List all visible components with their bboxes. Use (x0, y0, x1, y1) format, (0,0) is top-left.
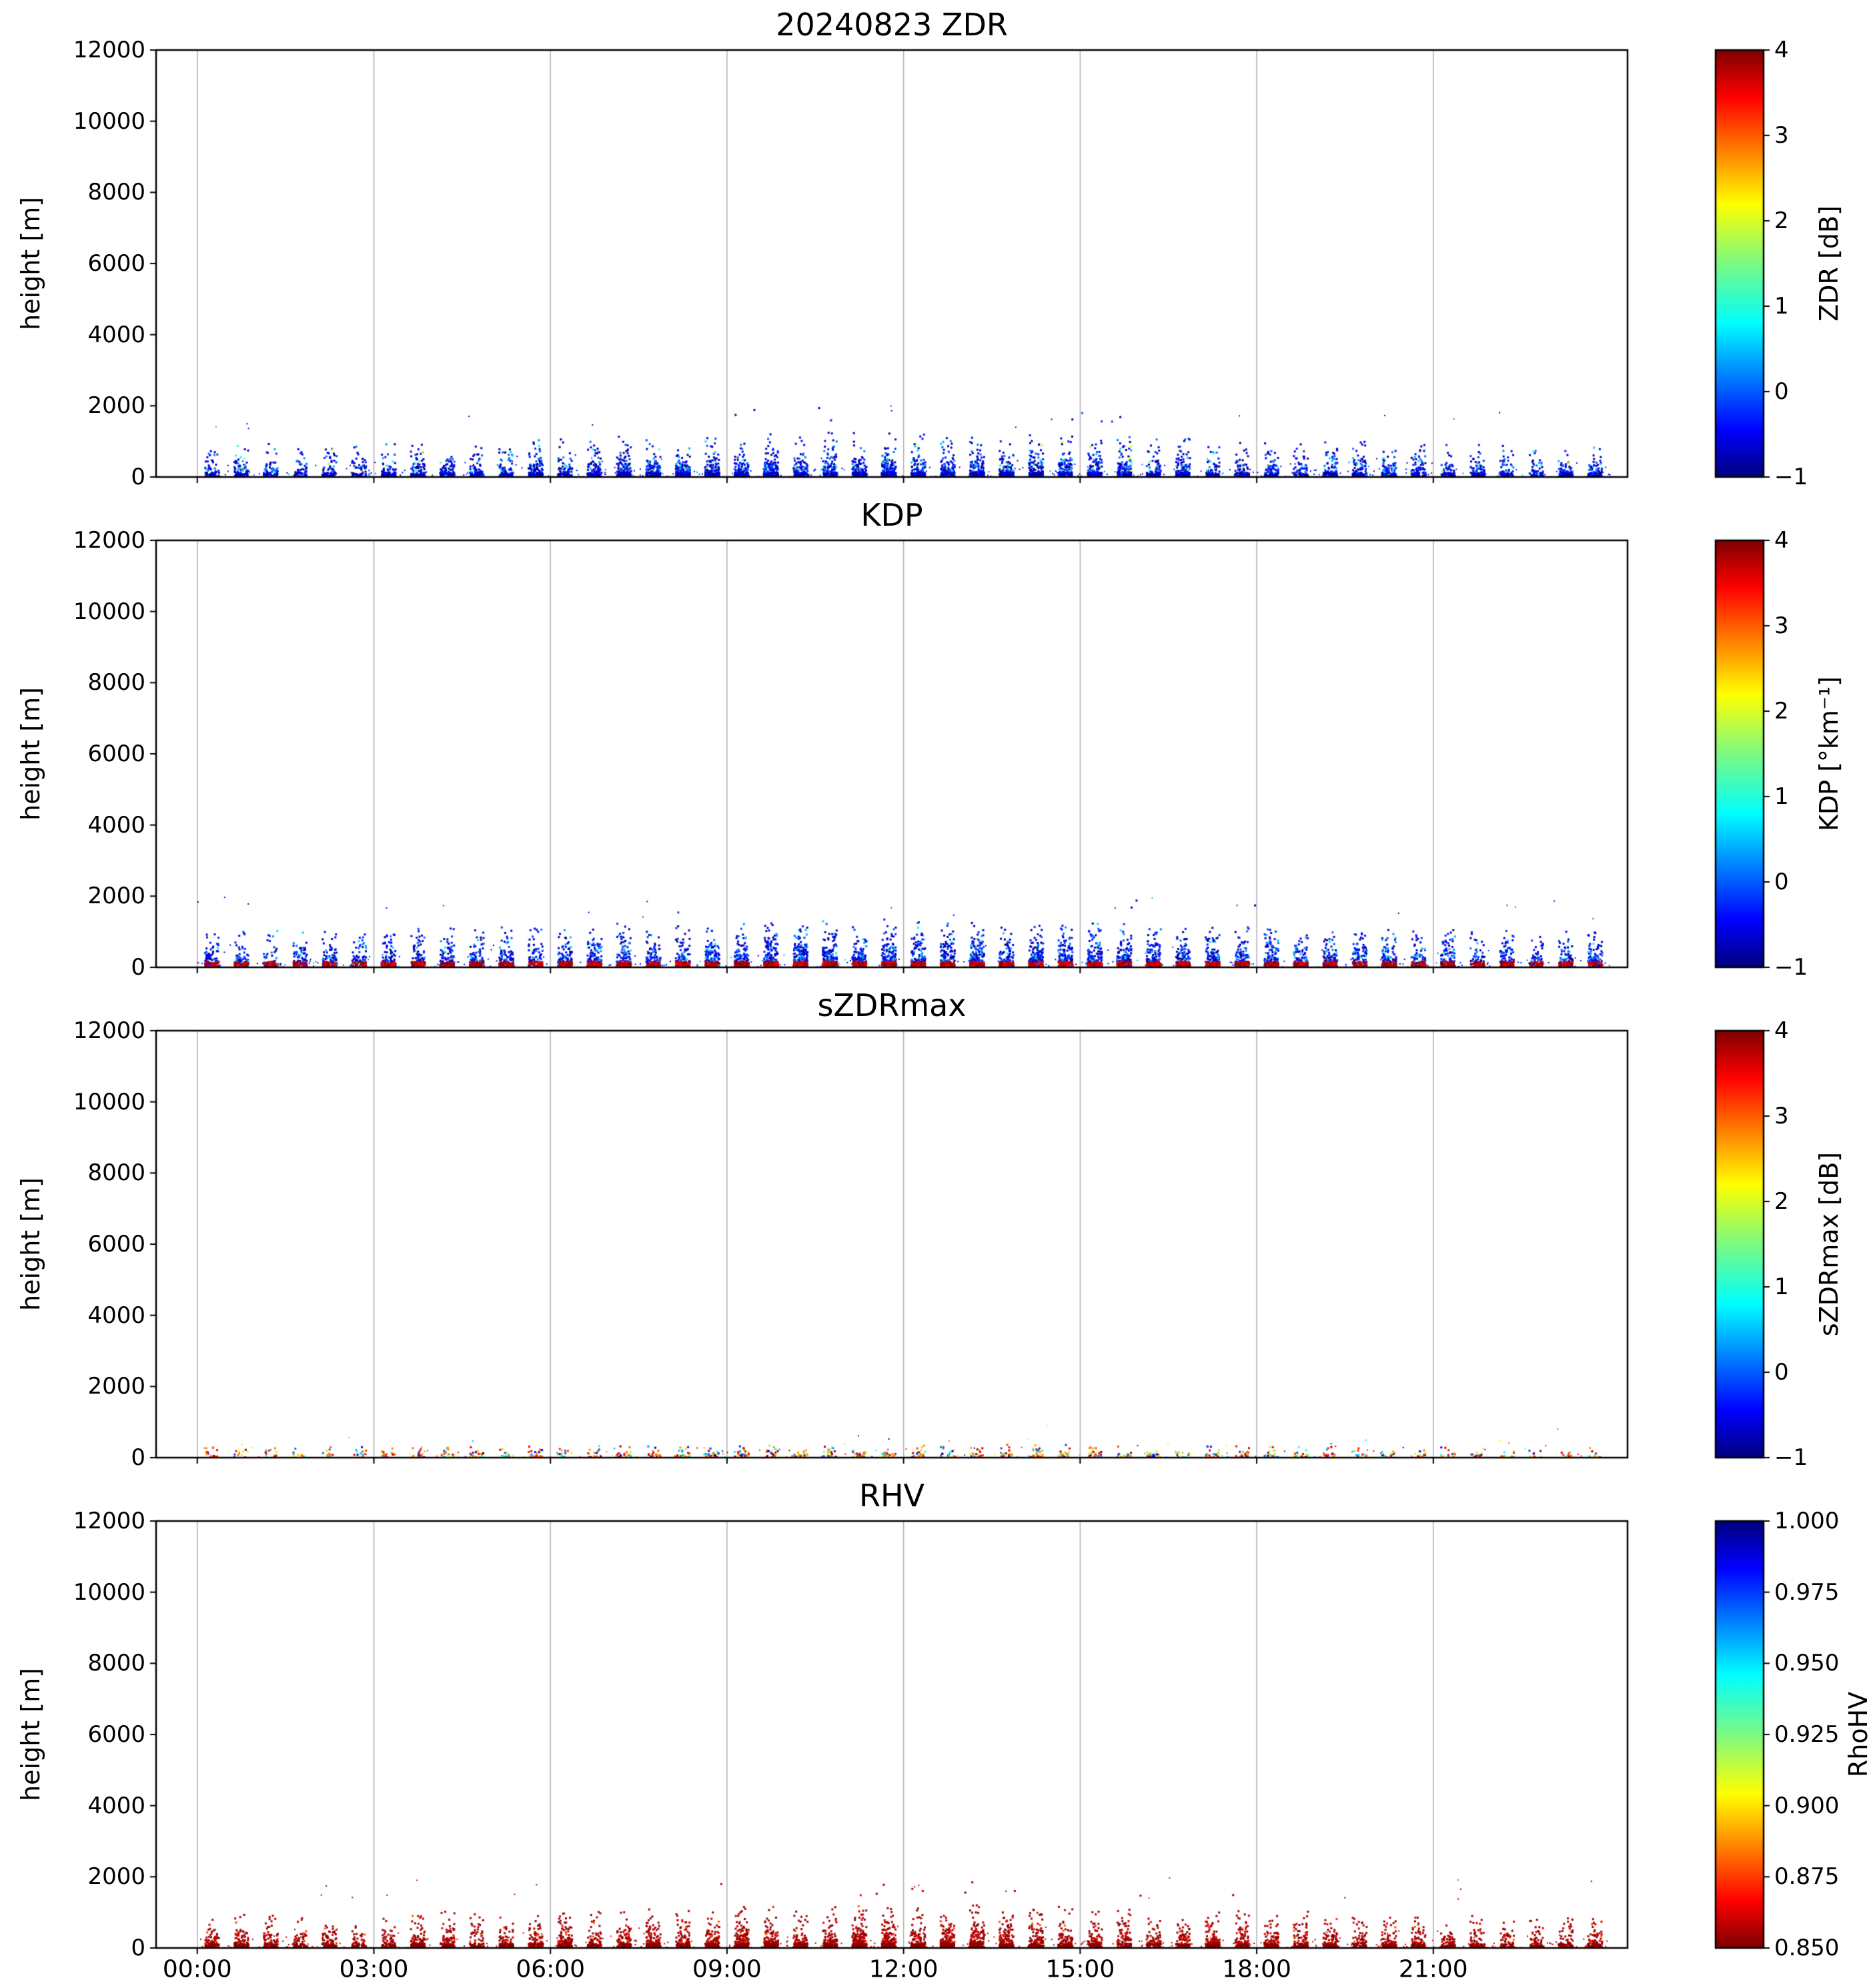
x-tick-label: 21:00 (1398, 1955, 1468, 1983)
colorbar-tick-label: 1 (1774, 1274, 1789, 1300)
colorbar-tick-label: 2 (1774, 207, 1789, 234)
y-tick-label: 8000 (87, 669, 145, 696)
colorbar-tick-label: 0.900 (1774, 1792, 1840, 1819)
y-tick-label: 2000 (87, 1373, 145, 1400)
colorbar-tick-label: 3 (1774, 122, 1789, 149)
colorbar-tick-label: 0.975 (1774, 1578, 1840, 1606)
y-tick-label: 10000 (73, 1088, 145, 1115)
y-tick-label: 8000 (87, 1159, 145, 1187)
colorbar-tick-label: 3 (1774, 612, 1789, 639)
colorbar-tick-label: 4 (1774, 37, 1789, 63)
colorbar-tick-label: 2 (1774, 698, 1789, 724)
y-tick-label: 8000 (87, 179, 145, 206)
colorbar-tick-label: −1 (1774, 1444, 1808, 1471)
colorbar-tick-label: −1 (1774, 954, 1808, 981)
x-tick-label: 03:00 (339, 1955, 409, 1983)
colorbar-label-szdrmax: sZDRmax [dB] (1814, 1151, 1844, 1337)
y-tick-label: 0 (131, 464, 145, 490)
y-tick-label: 4000 (87, 321, 145, 348)
colorbar-tick-label: 0.950 (1774, 1650, 1840, 1677)
colorbar-tick-label: 0 (1774, 869, 1789, 895)
colorbar-label-rhv: RhoHV (1844, 1691, 1873, 1778)
x-tick-label: 18:00 (1222, 1955, 1291, 1983)
y-tick-label: 2000 (87, 392, 145, 420)
y-axis-label-szdrmax: height [m] (16, 1177, 45, 1311)
colorbar-tick-label: 2 (1774, 1188, 1789, 1215)
panel-title-zdr: 20240823 ZDR (776, 7, 1008, 43)
y-axis-label-zdr: height [m] (16, 197, 45, 330)
y-tick-label: 6000 (87, 250, 145, 277)
x-tick-label: 09:00 (692, 1955, 762, 1983)
y-tick-label: 12000 (73, 37, 145, 63)
y-tick-label: 4000 (87, 811, 145, 839)
panel-title-kdp: KDP (860, 497, 923, 533)
colorbar-tick-label: −1 (1774, 464, 1808, 490)
colorbar-tick-label: 0.850 (1774, 1935, 1840, 1961)
y-tick-label: 0 (131, 1444, 145, 1471)
y-axis-label-kdp: height [m] (16, 687, 45, 821)
y-tick-label: 6000 (87, 1721, 145, 1748)
y-tick-label: 10000 (73, 598, 145, 625)
panel-title-szdrmax: sZDRmax (817, 987, 967, 1023)
colorbar-tick-label: 0 (1774, 1359, 1789, 1386)
y-tick-label: 12000 (73, 527, 145, 554)
y-axis-label-rhv: height [m] (16, 1668, 45, 1801)
y-tick-label: 12000 (73, 1017, 145, 1044)
y-tick-label: 4000 (87, 1792, 145, 1819)
y-tick-label: 2000 (87, 1863, 145, 1891)
y-tick-label: 0 (131, 954, 145, 981)
y-tick-label: 8000 (87, 1650, 145, 1677)
x-tick-label: 06:00 (516, 1955, 586, 1983)
colorbar-tick-label: 1 (1774, 293, 1789, 320)
y-tick-label: 10000 (73, 107, 145, 135)
colorbar-tick-label: 3 (1774, 1103, 1789, 1129)
x-tick-label: 15:00 (1045, 1955, 1115, 1983)
y-tick-label: 10000 (73, 1578, 145, 1606)
colorbar-tick-label: 4 (1774, 527, 1789, 554)
colorbar-tick-label: 0.925 (1774, 1721, 1840, 1748)
y-tick-label: 2000 (87, 883, 145, 910)
x-tick-label: 12:00 (868, 1955, 939, 1983)
x-tick-label: 00:00 (162, 1955, 232, 1983)
colorbar-tick-label: 0 (1774, 378, 1789, 405)
y-tick-label: 0 (131, 1935, 145, 1961)
colorbar-tick-label: 0.875 (1774, 1863, 1840, 1891)
colorbar-label-zdr: ZDR [dB] (1814, 205, 1844, 322)
colorbar-tick-label: 1 (1774, 783, 1789, 810)
y-tick-label: 4000 (87, 1302, 145, 1329)
colorbar-tick-label: 4 (1774, 1017, 1789, 1044)
colorbar-tick-label: 1.000 (1774, 1508, 1840, 1534)
colorbar-label-kdp: KDP [°km⁻¹] (1814, 676, 1844, 832)
y-tick-label: 12000 (73, 1508, 145, 1534)
y-tick-label: 6000 (87, 1231, 145, 1258)
y-tick-label: 6000 (87, 740, 145, 767)
panel-title-rhv: RHV (858, 1478, 925, 1514)
